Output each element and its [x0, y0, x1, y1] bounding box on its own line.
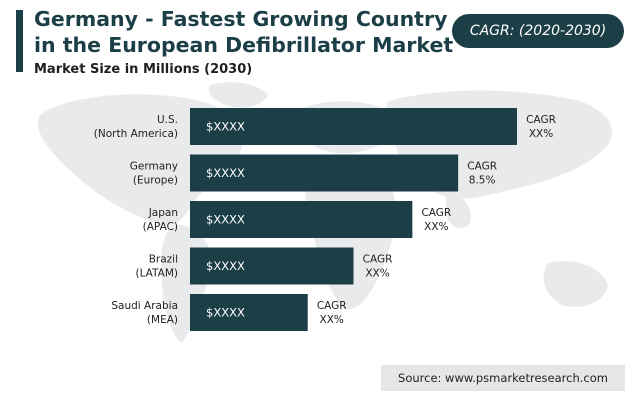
- bar-0: [190, 108, 517, 145]
- category-region-label-1: (Europe): [133, 175, 178, 187]
- bar-4: [190, 294, 308, 331]
- cagr-period-badge: CAGR: (2020-2030): [452, 14, 624, 48]
- bar-value-label-2: $XXXX: [206, 213, 245, 227]
- cagr-value-label-1: 8.5%: [469, 175, 496, 187]
- cagr-title-label-0: CAGR: [526, 114, 556, 126]
- cagr-value-label-2: XX%: [424, 221, 448, 233]
- cagr-title-label-2: CAGR: [421, 207, 451, 219]
- bar-value-label-1: $XXXX: [206, 166, 245, 180]
- category-label-0: U.S.: [157, 114, 178, 126]
- bar-value-label-3: $XXXX: [206, 259, 245, 273]
- category-region-label-0: (North America): [94, 128, 178, 140]
- cagr-title-label-3: CAGR: [363, 254, 393, 266]
- category-region-label-4: (MEA): [147, 314, 178, 326]
- cagr-value-label-3: XX%: [365, 268, 389, 280]
- category-label-4: Saudi Arabia: [111, 300, 178, 312]
- source-note: Source: www.psmarketresearch.com: [381, 365, 625, 391]
- title-accent-bar: [16, 10, 23, 72]
- cagr-value-label-0: XX%: [529, 128, 553, 140]
- cagr-value-label-4: XX%: [320, 314, 344, 326]
- chart-subtitle: Market Size in Millions (2030): [34, 62, 253, 77]
- bar-1: [190, 154, 459, 192]
- bar-value-label-4: $XXXX: [206, 306, 245, 320]
- category-label-2: Japan: [148, 207, 178, 219]
- cagr-title-label-1: CAGR: [467, 161, 497, 173]
- bar-3: [190, 247, 354, 285]
- category-label-1: Germany: [130, 161, 178, 173]
- bar-value-label-0: $XXXX: [206, 120, 245, 134]
- chart-title: Germany - Fastest Growing Country in the…: [34, 7, 454, 57]
- category-label-3: Brazil: [149, 254, 178, 266]
- cagr-title-label-4: CAGR: [317, 300, 347, 312]
- bar-2: [190, 201, 413, 238]
- category-region-label-2: (APAC): [143, 221, 178, 233]
- category-region-label-3: (LATAM): [136, 268, 179, 280]
